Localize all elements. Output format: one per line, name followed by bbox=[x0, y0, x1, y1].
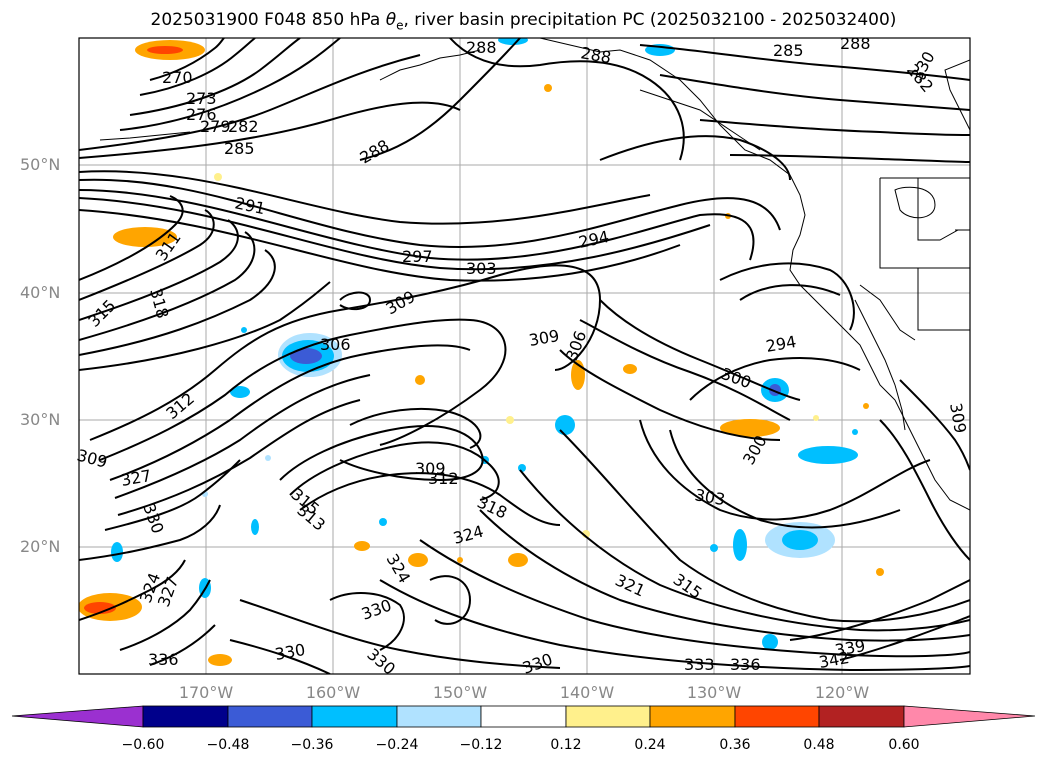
precip-patch-positive bbox=[415, 375, 425, 385]
map-frame bbox=[78, 37, 971, 675]
colorbar-bin bbox=[649, 705, 736, 728]
precip-patch-positive bbox=[876, 568, 884, 576]
map-area bbox=[79, 38, 970, 674]
colorbar-tick: 0.36 bbox=[719, 737, 751, 753]
precip-patch-negative bbox=[251, 519, 259, 535]
contour-label: 288 bbox=[466, 38, 497, 57]
lat-label: 30°N bbox=[20, 410, 61, 429]
colorbar-tick: 0.12 bbox=[550, 737, 582, 753]
precip-patch-negative bbox=[733, 529, 747, 561]
colorbar-tick: −0.12 bbox=[459, 737, 503, 753]
precip-patch-positive bbox=[408, 553, 428, 567]
precip-patch-negative bbox=[111, 542, 123, 562]
contour-label: 333 bbox=[684, 655, 715, 674]
precip-patch-negative bbox=[379, 518, 387, 526]
precip-patch-negative bbox=[241, 327, 247, 333]
precip-patch-negative bbox=[230, 386, 250, 398]
colorbar-tick: 0.24 bbox=[634, 737, 666, 753]
colorbar-bin bbox=[480, 705, 567, 728]
colorbar-tick: −0.48 bbox=[206, 737, 250, 753]
colorbar-tick: 0.60 bbox=[888, 737, 920, 753]
colorbar-tick: −0.24 bbox=[375, 737, 419, 753]
contour-label: 312 bbox=[428, 469, 459, 488]
lon-label: 120°W bbox=[814, 683, 870, 702]
contour-label: 273 bbox=[186, 89, 217, 108]
contour-label: 270 bbox=[162, 68, 193, 87]
contour-label: 288 bbox=[840, 34, 871, 53]
colorbar-bin bbox=[565, 705, 651, 728]
colorbar-bin bbox=[818, 705, 905, 728]
colorbar-bin bbox=[396, 705, 482, 728]
precip-patch-positive bbox=[214, 173, 222, 181]
contour-label: 306 bbox=[320, 335, 351, 354]
lat-label: 40°N bbox=[20, 283, 61, 302]
map-title: 2025031900 F048 850 hPa θe, river basin … bbox=[150, 10, 897, 33]
precip-patch-positive bbox=[863, 403, 869, 409]
colorbar-bin bbox=[734, 705, 820, 728]
precip-patch-negative bbox=[798, 446, 858, 464]
precip-patch-negative bbox=[265, 455, 271, 461]
precip-patch-positive bbox=[720, 419, 780, 437]
contour-label: 297 bbox=[402, 247, 433, 266]
contour-label: 309 bbox=[415, 459, 446, 478]
precip-patch-negative bbox=[518, 464, 526, 472]
precip-patch-positive bbox=[208, 654, 232, 666]
precip-patch-positive bbox=[354, 541, 370, 551]
lat-label: 20°N bbox=[20, 537, 61, 556]
precip-patch-positive bbox=[457, 557, 463, 563]
precip-patch-positive bbox=[113, 227, 177, 247]
precip-patch-positive bbox=[84, 602, 116, 614]
colorbar-over-arrow bbox=[903, 705, 1036, 728]
precip-patch-positive bbox=[544, 84, 552, 92]
precip-patch-positive bbox=[506, 416, 514, 424]
theta-e-contours bbox=[79, 38, 970, 674]
colorbar bbox=[11, 705, 1036, 728]
precip-patch-negative bbox=[782, 530, 818, 550]
precip-patch-negative bbox=[498, 38, 528, 45]
lat-label: 50°N bbox=[20, 155, 61, 174]
colorbar-under-arrow bbox=[11, 705, 144, 728]
colorbar-bin bbox=[311, 705, 398, 728]
precip-patch-positive bbox=[813, 415, 819, 421]
contour-label: 276 bbox=[186, 105, 217, 124]
precip-shading bbox=[79, 38, 884, 666]
precip-patch-negative bbox=[555, 415, 575, 435]
lon-label: 150°W bbox=[432, 683, 488, 702]
colorbar-tick: 0.48 bbox=[803, 737, 835, 753]
contour-label: 336 bbox=[730, 655, 761, 674]
contour-label: 285 bbox=[224, 139, 255, 158]
colorbar-bin bbox=[227, 705, 313, 728]
precip-patch-negative bbox=[710, 544, 718, 552]
lon-label: 170°W bbox=[178, 683, 234, 702]
lon-label: 130°W bbox=[686, 683, 742, 702]
contour-label: 282 bbox=[228, 117, 259, 136]
colorbar-tick: −0.60 bbox=[121, 737, 165, 753]
precip-patch-negative bbox=[762, 634, 778, 650]
colorbar-bin bbox=[142, 705, 229, 728]
colorbar-tick: −0.36 bbox=[290, 737, 334, 753]
contour-label: 279 bbox=[200, 117, 231, 136]
precip-patch-negative bbox=[852, 429, 858, 435]
lon-label: 160°W bbox=[305, 683, 361, 702]
precip-patch-negative bbox=[290, 348, 322, 364]
lon-label: 140°W bbox=[559, 683, 615, 702]
precip-patch-positive bbox=[508, 553, 528, 567]
contour-label: 336 bbox=[148, 650, 179, 669]
precip-patch-positive bbox=[623, 364, 637, 374]
contour-label: 285 bbox=[773, 41, 804, 60]
contour-label: 303 bbox=[466, 259, 497, 278]
precip-patch-positive bbox=[147, 46, 183, 54]
